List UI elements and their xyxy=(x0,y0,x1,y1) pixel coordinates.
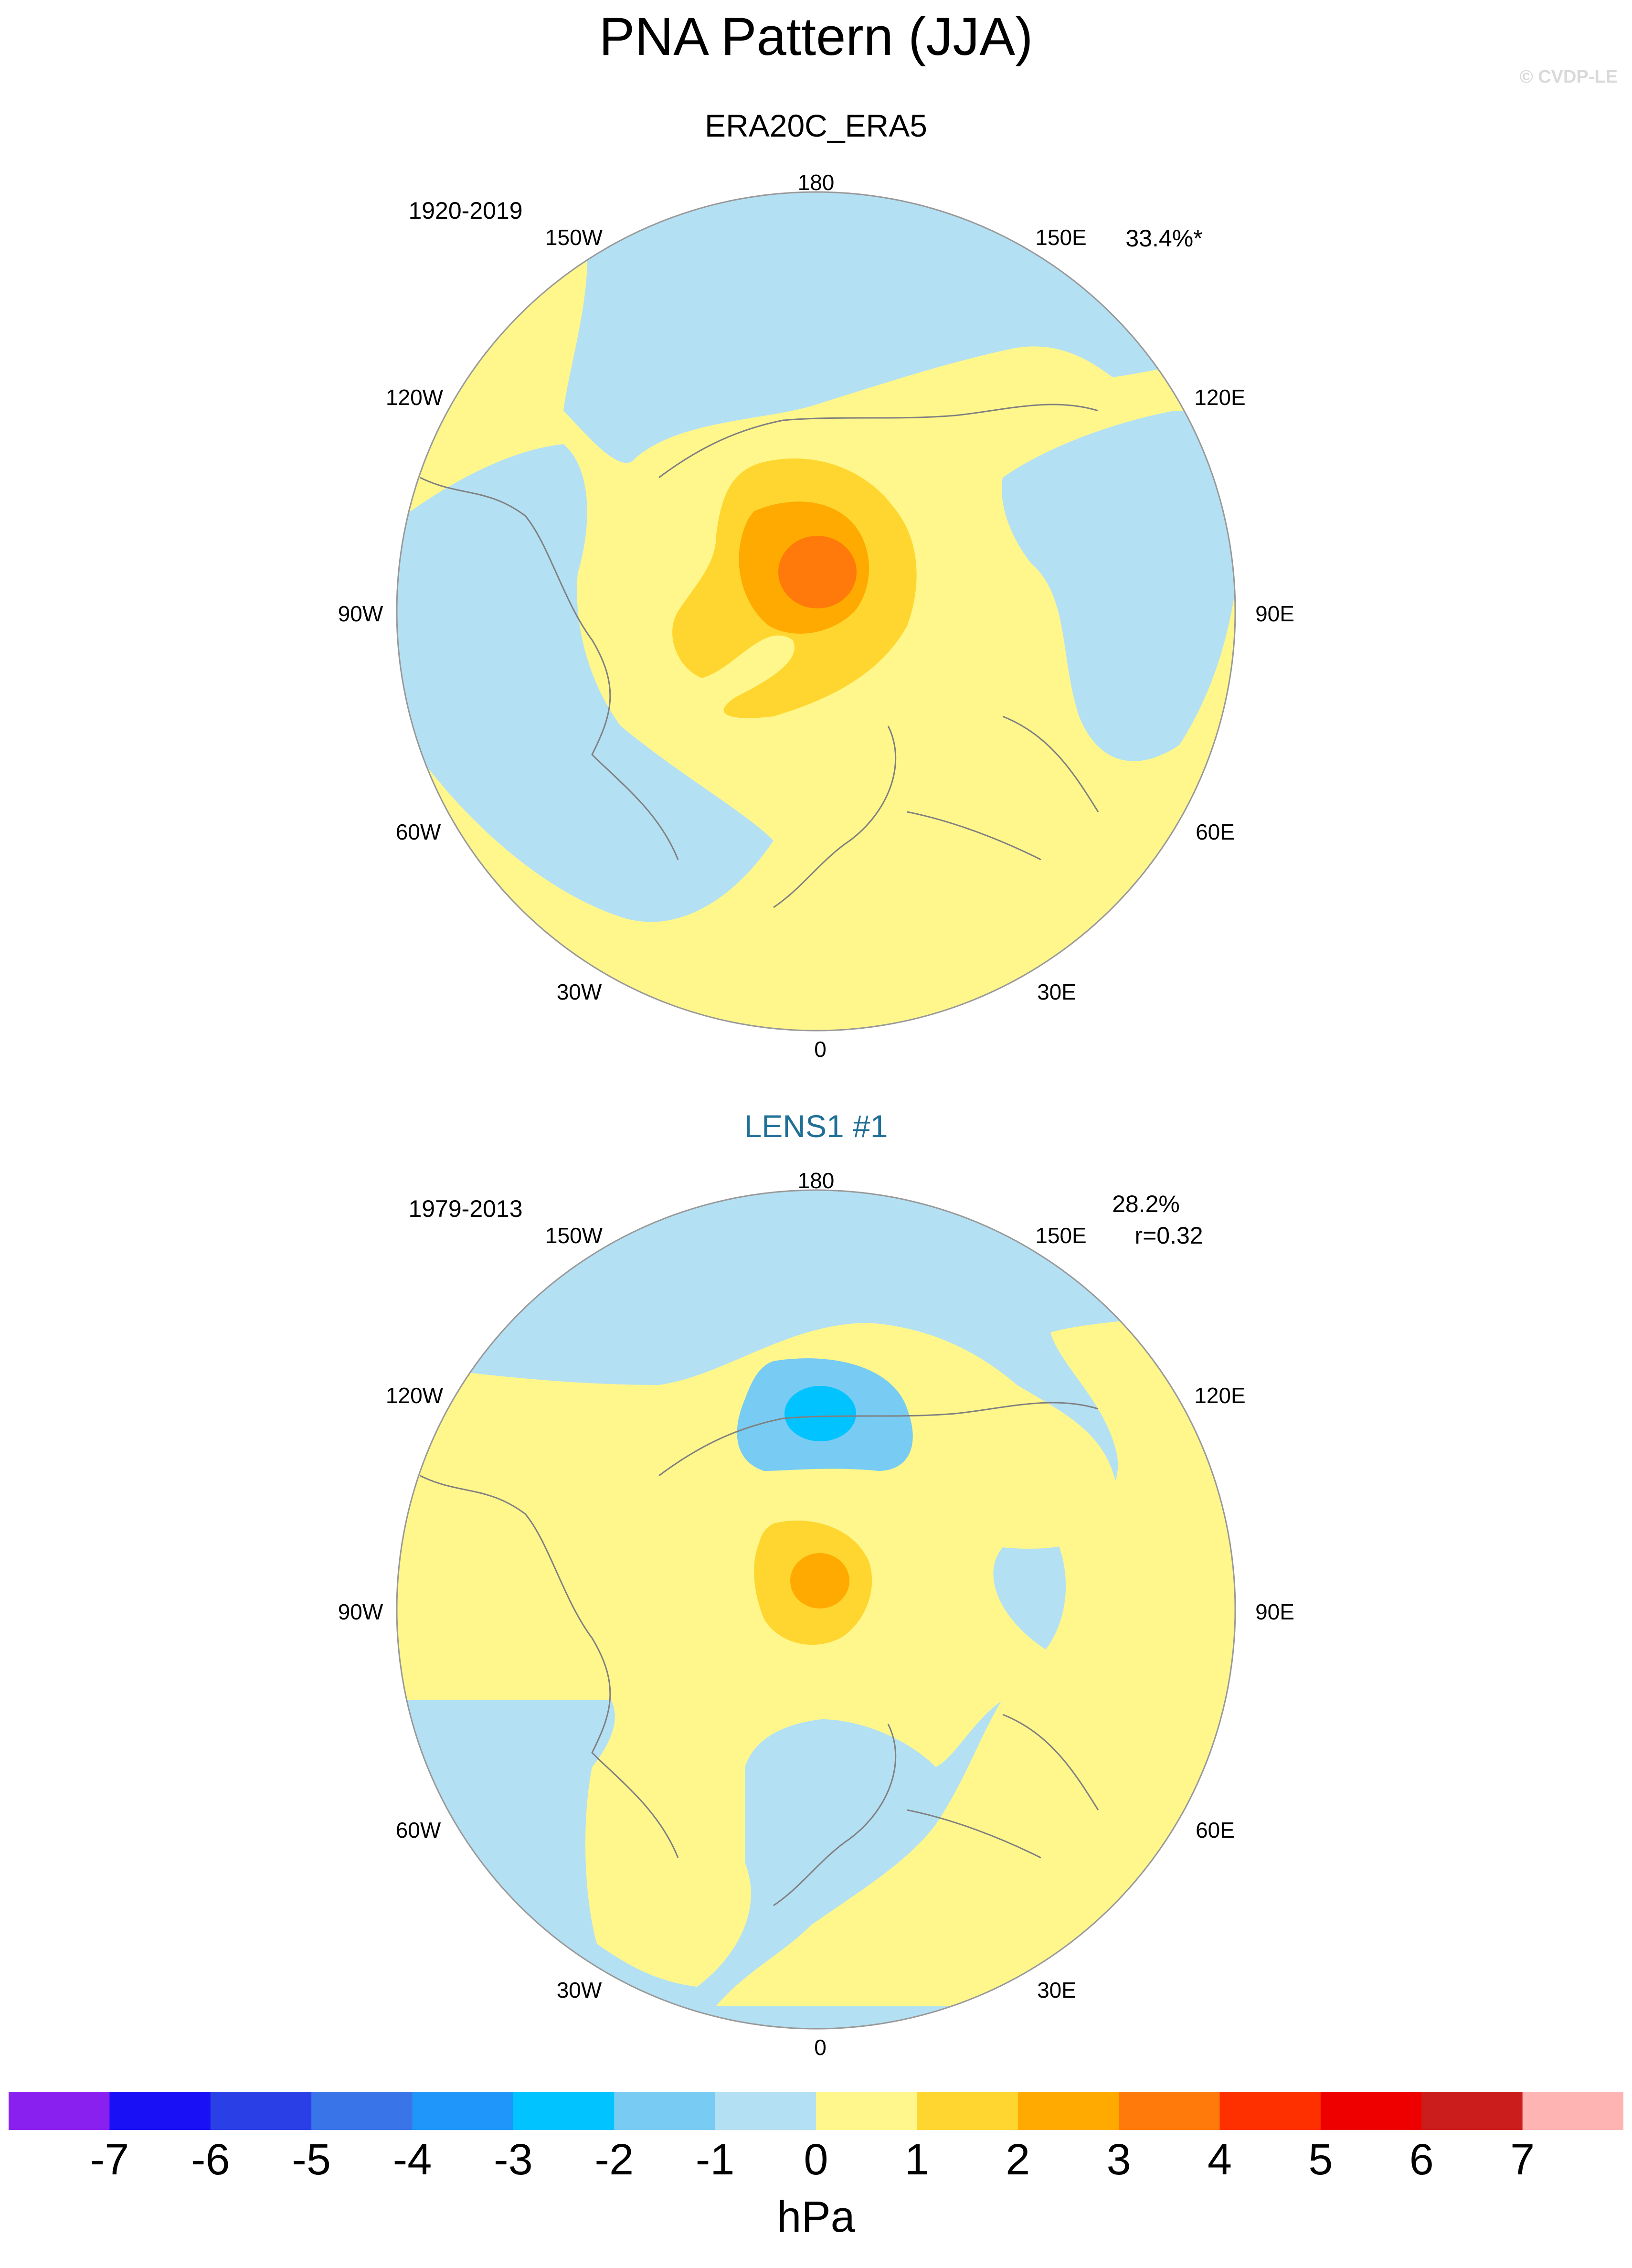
panel-2-lon-30w: 30W xyxy=(556,1978,602,2002)
panel-2-lon-180: 180 xyxy=(797,1168,835,1193)
panel-1-lon-0: 0 xyxy=(814,1037,827,1062)
colorbar-tick-label: -5 xyxy=(292,2135,331,2184)
colorbar-tick-label: -6 xyxy=(191,2135,230,2184)
panel-1-asia-negative xyxy=(1002,411,1235,761)
colorbar-tick-label: -2 xyxy=(594,2135,634,2184)
panel-1-map-border xyxy=(396,191,1236,1032)
panel-2-lon-60w: 60W xyxy=(395,1818,441,1842)
panel-2-correlation: r=0.32 xyxy=(1134,1222,1203,1249)
colorbar-tick-label: -3 xyxy=(493,2135,533,2184)
panel-2-contour-neg-2 xyxy=(784,1386,856,1441)
panel-2-lon-90e: 90E xyxy=(1255,1599,1294,1624)
panel-1-lon-90w: 90W xyxy=(338,601,383,626)
panel-1-lon-60w: 60W xyxy=(395,820,441,844)
panel-1-lon-150e: 150E xyxy=(1035,225,1087,250)
colorbar-box-3 xyxy=(311,2092,413,2130)
colorbar-box-1 xyxy=(109,2092,211,2130)
colorbar-units: hPa xyxy=(777,2193,855,2241)
panel-2-lon-90w: 90W xyxy=(338,1599,383,1624)
colorbar-box-14 xyxy=(1421,2092,1523,2130)
colorbar-tick-label: 4 xyxy=(1207,2135,1232,2184)
panel-1-lon-120w: 120W xyxy=(385,385,444,410)
panel-2-lon-150e: 150E xyxy=(1035,1223,1087,1248)
colorbar-tick-label: -7 xyxy=(90,2135,129,2184)
colorbar-box-15 xyxy=(1522,2092,1623,2130)
colorbar-tick-label: 1 xyxy=(904,2135,929,2184)
colorbar-box-2 xyxy=(210,2092,312,2130)
panel-2-percent-variance: 28.2% xyxy=(1112,1191,1180,1217)
panel-1-title: ERA20C_ERA5 xyxy=(705,108,927,143)
panel-2-lon-0: 0 xyxy=(814,2035,827,2060)
panel-2-lon-120e: 120E xyxy=(1194,1383,1246,1408)
panel-2-lon-120w: 120W xyxy=(385,1383,444,1408)
watermark: © CVDP-LE xyxy=(1519,67,1618,87)
panel-1-atlantic-negative xyxy=(397,444,774,922)
colorbar-tick-label: 7 xyxy=(1510,2135,1535,2184)
panel-1-lon-90e: 90E xyxy=(1255,601,1294,626)
panel-1-lon-30e: 30E xyxy=(1037,980,1076,1004)
colorbar-box-6 xyxy=(614,2092,716,2130)
panel-1-period: 1920-2019 xyxy=(408,197,523,224)
colorbar-tick-label: 2 xyxy=(1006,2135,1030,2184)
colorbar-box-4 xyxy=(412,2092,514,2130)
panel-2-period: 1979-2013 xyxy=(408,1195,523,1222)
colorbar-tick-label: 6 xyxy=(1409,2135,1434,2184)
panel-2-pacific-positive xyxy=(397,1323,1117,1987)
colorbar-box-9 xyxy=(917,2092,1018,2130)
panel-1-contour-3 xyxy=(778,536,857,608)
colorbar-box-0 xyxy=(9,2092,110,2130)
panel-1-lon-60e: 60E xyxy=(1196,820,1235,844)
colorbar-box-13 xyxy=(1320,2092,1422,2130)
panel-2-coastlines xyxy=(420,1402,1099,1906)
colorbar-tick-label: 5 xyxy=(1308,2135,1333,2184)
panel-2-lon-30e: 30E xyxy=(1037,1978,1076,2002)
colorbar-box-7 xyxy=(715,2092,816,2130)
colorbar-tick-label: -1 xyxy=(695,2135,735,2184)
colorbar-tick-label: -4 xyxy=(392,2135,432,2184)
panel-1-map xyxy=(396,191,1236,1032)
panel-2-map xyxy=(396,1189,1236,2030)
colorbar-tick-label: 0 xyxy=(804,2135,828,2184)
panel-1-lon-30w: 30W xyxy=(556,980,602,1004)
colorbar-box-5 xyxy=(513,2092,615,2130)
colorbar-tick-label: 3 xyxy=(1106,2135,1131,2184)
colorbar xyxy=(9,2092,1623,2130)
panel-2-title: LENS1 #1 xyxy=(744,1108,888,1144)
panel-1-lon-120e: 120E xyxy=(1194,385,1246,410)
panel-2-contour-pos-2 xyxy=(790,1553,849,1608)
panel-2-map-border xyxy=(396,1189,1236,2030)
colorbar-box-10 xyxy=(1017,2092,1119,2130)
colorbar-box-8 xyxy=(816,2092,917,2130)
colorbar-box-12 xyxy=(1219,2092,1321,2130)
panel-1-percent-variance: 33.4%* xyxy=(1125,225,1203,252)
colorbar-box-11 xyxy=(1119,2092,1220,2130)
panel-1-lon-180: 180 xyxy=(797,170,835,195)
panel-1-lon-150w: 150W xyxy=(545,225,603,250)
panel-2-lon-150w: 150W xyxy=(545,1223,603,1248)
page-title: PNA Pattern (JJA) xyxy=(599,7,1033,66)
panel-2-lon-60e: 60E xyxy=(1196,1818,1235,1842)
panel-1-coastlines xyxy=(420,404,1099,908)
panel-2-east-positive xyxy=(716,1313,1235,2006)
